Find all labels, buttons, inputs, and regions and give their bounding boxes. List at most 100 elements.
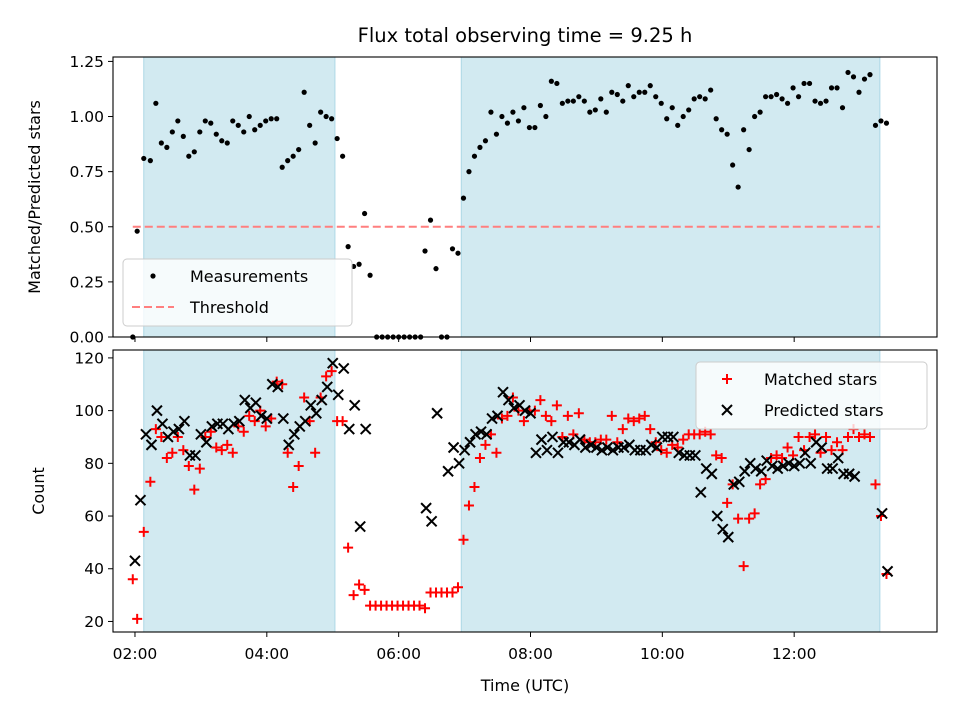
measurement-point bbox=[872, 122, 879, 128]
predicted-star-point bbox=[469, 428, 482, 441]
predicted-star-point bbox=[261, 412, 273, 425]
matched-star-point bbox=[474, 453, 485, 464]
matched-star-point bbox=[617, 424, 628, 435]
matched-star-point bbox=[260, 421, 271, 432]
predicted-star-point bbox=[475, 425, 487, 438]
measurement-point bbox=[812, 98, 818, 104]
measurement-point bbox=[158, 140, 164, 146]
measurement-point bbox=[323, 113, 329, 120]
predicted-star-point bbox=[546, 431, 559, 443]
matched-star-point bbox=[771, 450, 782, 461]
matched-star-point bbox=[326, 366, 337, 377]
predicted-star-point bbox=[815, 441, 828, 454]
predicted-star-point bbox=[711, 510, 723, 522]
predicted-star-point bbox=[178, 415, 191, 427]
measurement-point bbox=[169, 129, 175, 135]
matched-star-point bbox=[156, 431, 167, 442]
predicted-star-point bbox=[348, 399, 361, 412]
measurement-point bbox=[134, 228, 140, 234]
matched-star-point bbox=[749, 508, 760, 519]
measurement-point bbox=[252, 127, 258, 133]
predicted-star-point bbox=[195, 428, 207, 441]
predicted-star-point bbox=[305, 399, 317, 412]
measurement-point bbox=[296, 146, 302, 153]
predicted-star-point bbox=[255, 410, 268, 422]
measurement-point bbox=[724, 131, 730, 137]
predicted-star-point bbox=[826, 462, 839, 475]
predicted-star-point bbox=[502, 394, 515, 406]
measurement-point bbox=[213, 131, 219, 137]
matched-star-point bbox=[628, 416, 639, 427]
measurement-point bbox=[141, 155, 147, 162]
bottom-y-tick-label: 100 bbox=[74, 402, 104, 420]
matched-star-point bbox=[161, 453, 172, 464]
measurement-point bbox=[219, 138, 225, 144]
measurement-point bbox=[757, 109, 763, 115]
top-y-axis: 0.00 0.25 0.50 0.75 1.00 1.25 bbox=[69, 53, 795, 347]
predicted-star-point bbox=[447, 441, 460, 454]
predicted-star-point bbox=[145, 439, 158, 451]
top-y-axis-label: Matched/Predicted stars bbox=[25, 100, 44, 294]
matched-star-point bbox=[766, 453, 777, 464]
measurement-point bbox=[208, 120, 214, 126]
predicted-star-point bbox=[541, 444, 553, 456]
measurement-point bbox=[543, 113, 549, 120]
legend-matched-icon bbox=[722, 374, 732, 384]
predicted-star-point bbox=[574, 433, 586, 446]
matched-star-point bbox=[458, 534, 469, 545]
measurement-point bbox=[576, 94, 582, 100]
measurement-point bbox=[746, 146, 752, 153]
matched-star-point bbox=[694, 429, 705, 440]
measurement-point bbox=[312, 140, 318, 146]
predicted-star-point bbox=[288, 428, 300, 441]
matched-star-point bbox=[755, 479, 766, 490]
measurement-point bbox=[861, 76, 868, 82]
matched-star-point bbox=[321, 371, 332, 382]
top-plot-area bbox=[130, 69, 890, 340]
measurement-point bbox=[867, 72, 873, 78]
matched-star-point bbox=[480, 439, 491, 450]
measurement-point bbox=[515, 118, 522, 124]
predicted-star-point bbox=[343, 423, 355, 435]
measurement-point bbox=[186, 153, 192, 159]
predicted-star-point bbox=[519, 404, 531, 417]
measurement-point bbox=[197, 129, 203, 135]
top-y-tick-label: 1.00 bbox=[69, 108, 104, 126]
x-tick-label: 06:00 bbox=[376, 645, 421, 663]
measurement-point bbox=[466, 169, 472, 175]
predicted-star-point bbox=[486, 412, 498, 425]
measurement-point bbox=[180, 133, 186, 139]
measurement-point bbox=[537, 102, 543, 109]
measurement-point bbox=[614, 91, 620, 98]
predicted-star-point bbox=[777, 460, 789, 472]
bottom-legend: Matched stars Predicted stars bbox=[695, 361, 928, 430]
predicted-star-point bbox=[793, 457, 806, 470]
x-tick-label: 10:00 bbox=[640, 645, 685, 663]
measurement-point bbox=[603, 109, 609, 115]
measurement-point bbox=[730, 162, 736, 168]
measurement-point bbox=[752, 113, 758, 120]
predicted-star-point bbox=[332, 389, 344, 401]
measurement-point bbox=[845, 69, 851, 76]
predicted-star-point bbox=[206, 420, 218, 433]
top-y-tick-label: 0.00 bbox=[69, 329, 104, 347]
matched-star-point bbox=[705, 429, 716, 440]
legend-predicted-label: Predicted stars bbox=[764, 401, 884, 420]
measurement-point bbox=[686, 107, 692, 113]
predicted-star-point bbox=[359, 423, 372, 435]
predicted-star-point bbox=[689, 449, 702, 462]
measurement-point bbox=[581, 98, 587, 104]
x-tick-label: 12:00 bbox=[772, 645, 817, 663]
matched-star-point bbox=[354, 579, 365, 590]
measurement-point bbox=[307, 122, 313, 128]
measurement-point bbox=[653, 94, 659, 100]
measurement-point bbox=[274, 116, 280, 122]
measurement-point bbox=[241, 129, 247, 135]
x-tick-label: 02:00 bbox=[113, 645, 158, 663]
predicted-star-point bbox=[458, 444, 471, 456]
predicted-star-point bbox=[338, 362, 350, 375]
predicted-star-point bbox=[442, 465, 454, 477]
measurement-point bbox=[691, 96, 697, 102]
bottom-y-tick-label: 20 bbox=[84, 613, 104, 631]
matched-star-point bbox=[469, 482, 480, 493]
